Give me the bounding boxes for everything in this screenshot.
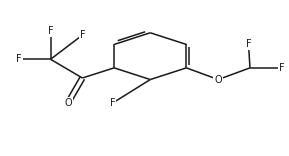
Text: F: F — [110, 98, 116, 108]
Text: F: F — [279, 63, 285, 73]
Text: F: F — [79, 30, 85, 40]
Text: F: F — [16, 54, 22, 64]
Text: O: O — [214, 75, 222, 85]
Text: F: F — [246, 39, 251, 49]
Text: O: O — [64, 98, 72, 108]
Text: F: F — [48, 26, 53, 36]
